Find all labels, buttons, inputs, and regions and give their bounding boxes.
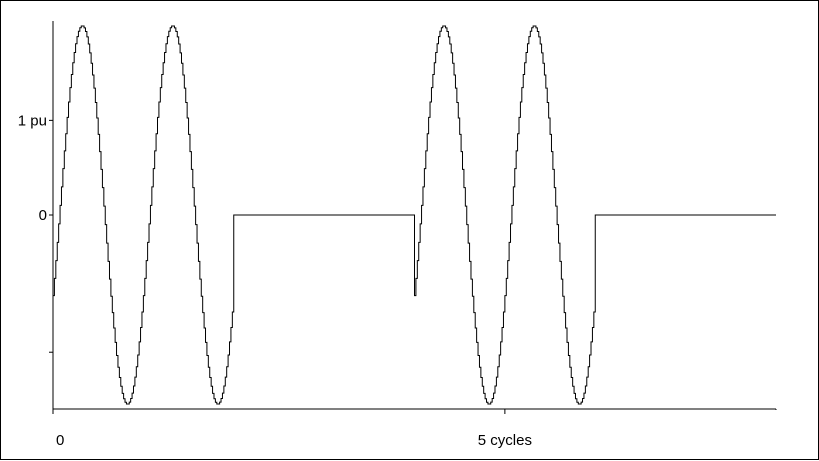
y-tick-label-0: 1 pu xyxy=(18,112,47,129)
x-tick-label-0: 0 xyxy=(56,432,64,449)
y-tick-label-1: 0 xyxy=(39,207,47,224)
x-tick-label-1: 5 cycles xyxy=(478,432,532,449)
waveform-line xyxy=(52,25,776,405)
